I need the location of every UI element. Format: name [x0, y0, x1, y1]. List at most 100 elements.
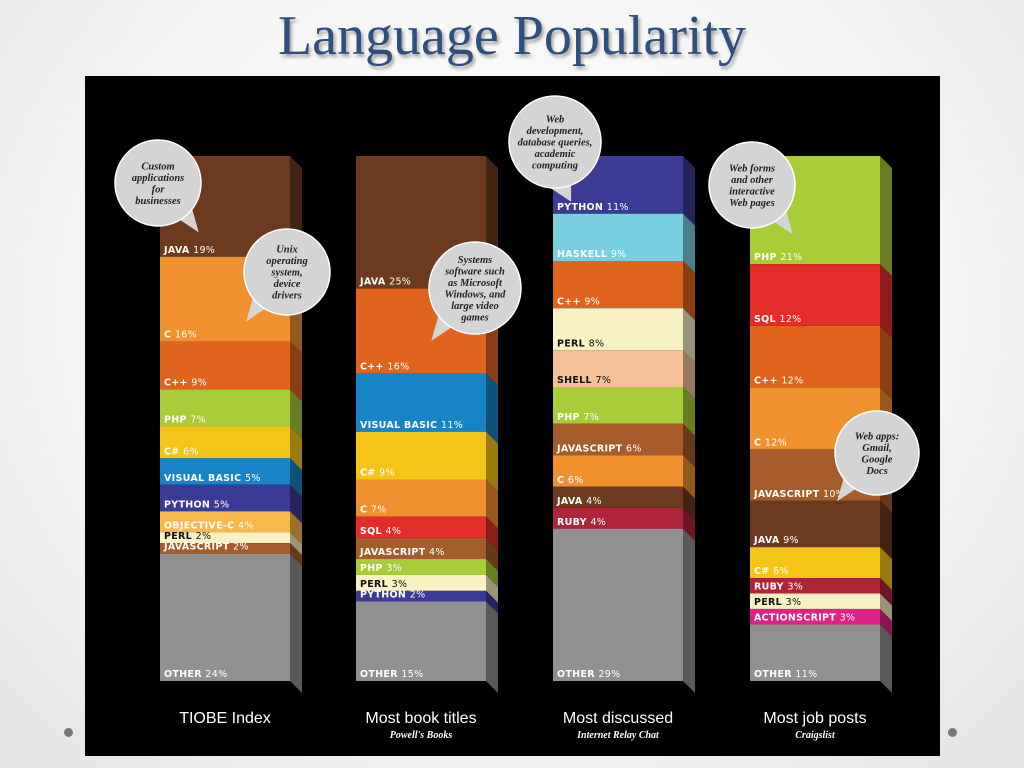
bubble-text-line: businesses: [135, 196, 181, 207]
bar-segment-side: [880, 500, 892, 560]
segment-label: OTHER 24%: [164, 669, 227, 680]
bubble-text-line: Custom: [141, 161, 174, 172]
bar-segment-side: [290, 484, 302, 524]
segment-label: PYTHON 5%: [164, 499, 229, 510]
bar-segment: [553, 486, 683, 508]
segment-label: C 16%: [164, 330, 197, 341]
column-source: Powell's Books: [390, 730, 453, 741]
slide-nav-dot-left: [64, 728, 73, 737]
bar-segment-side: [880, 624, 892, 693]
bar-segment: [356, 373, 486, 432]
segment-label: C 12%: [754, 437, 787, 448]
bubble-circle: [243, 228, 331, 316]
segment-label: PYTHON 2%: [360, 589, 425, 600]
bar-segment-side: [486, 431, 498, 492]
bar-segment: [356, 574, 486, 591]
bar-segment-side: [486, 574, 498, 603]
segment-label: PHP 21%: [754, 252, 802, 263]
stacked-bar-chart: JAVA 19% C 16% C++ 9% PHP 7% C# 6% VISUAL BAS…: [114, 95, 920, 741]
bubble-text-line: academic: [535, 149, 576, 160]
bar-segment-side: [683, 387, 695, 436]
segment-label: JAVASCRIPT 10%: [753, 489, 845, 500]
segment-label: SQL 12%: [754, 314, 802, 325]
bar-segment-side: [290, 553, 302, 693]
segment-label: PERL 8%: [557, 338, 604, 349]
segment-label: PHP 7%: [557, 412, 599, 423]
bar-segment: [160, 484, 290, 512]
bubble-text-line: Web apps:: [855, 431, 899, 442]
bubble-text-line: applications: [132, 173, 185, 184]
bubble-text-line: Web: [546, 115, 564, 126]
bar-column-0: JAVA 19% C 16% C++ 9% PHP 7% C# 6% VISUAL BAS…: [160, 156, 302, 727]
bubble-text-line: system,: [270, 268, 302, 279]
segment-label: C# 6%: [164, 446, 199, 457]
segment-label: JAVA 19%: [163, 245, 215, 256]
bubble-tail: [837, 471, 863, 502]
bar-segment-side: [486, 516, 498, 550]
segment-label: C++ 9%: [164, 377, 207, 388]
bubble-text-line: Systems: [458, 255, 492, 266]
bubble-text-line: Unix: [276, 245, 298, 256]
bubble-text-line: development,: [527, 126, 584, 137]
column-source: Craigslist: [795, 730, 836, 741]
column-title: TIOBE Index: [179, 710, 271, 727]
bubble-text-line: as Microsoft: [448, 278, 503, 289]
bar-segment-side: [486, 601, 498, 693]
bar-segment-side: [880, 547, 892, 591]
bar-segment: [356, 537, 486, 560]
segment-label: HASKELL 9%: [557, 249, 626, 260]
bubble-text-line: interactive: [729, 186, 775, 197]
bubble-text-line: Docs: [865, 466, 888, 477]
segment-label: C 6%: [557, 475, 584, 486]
bar-segment: [750, 547, 880, 579]
bar-segment: [750, 624, 880, 681]
segment-label: SQL 4%: [360, 526, 401, 537]
bar-segment-side: [683, 486, 695, 520]
bar-segment: [553, 528, 683, 681]
bar-segment: [553, 261, 683, 309]
bar-column-2: PYTHON 11% HASKELL 9% C++ 9% PERL 8% SHELL 7…: [553, 156, 695, 741]
column-source: Internet Relay Chat: [576, 730, 660, 741]
bar-segment: [750, 608, 880, 625]
bar-segment: [160, 458, 290, 485]
bubble-text-line: computing: [532, 161, 578, 172]
segment-label: PYTHON 11%: [557, 202, 629, 213]
segment-label: RUBY 4%: [557, 517, 606, 528]
bar-segment: [553, 455, 683, 487]
column-title: Most discussed: [563, 710, 673, 727]
bar-segment: [356, 516, 486, 538]
bar-segment-side: [290, 532, 302, 556]
bubble-text-line: Web forms: [729, 163, 775, 174]
bar-segment: [553, 507, 683, 529]
slide-title: Language Popularity: [277, 5, 747, 67]
bubble-text-line: database queries,: [518, 138, 593, 149]
bar-segment-side: [486, 373, 498, 444]
bar-segment-side: [683, 455, 695, 499]
segment-label: OBJECTIVE-C 4%: [164, 521, 254, 532]
column-title: Most book titles: [365, 710, 476, 727]
bar-segment: [750, 578, 880, 594]
bar-segment: [553, 387, 683, 424]
bar-segment: [356, 601, 486, 681]
bubble-text-line: Gmail,: [862, 443, 891, 454]
segment-label: VISUAL BASIC 11%: [360, 420, 463, 431]
bar-segment: [750, 264, 880, 326]
segment-label: PERL 3%: [754, 597, 801, 608]
segment-label: C++ 12%: [754, 376, 803, 387]
bar-segment-side: [486, 479, 498, 529]
bar-segment: [553, 350, 683, 387]
segment-label: C++ 9%: [557, 296, 600, 307]
bar-column-1: JAVA 25% C++ 16% VISUAL BASIC 11% C# 9% C 7%…: [356, 156, 498, 741]
bar-segment-side: [880, 156, 892, 277]
segment-label: OTHER 11%: [754, 669, 817, 680]
bubble-text-line: software such: [444, 266, 505, 277]
segment-label: ACTIONSCRIPT 3%: [754, 612, 855, 623]
bubble-text-line: device: [274, 279, 301, 290]
bubble-text-line: Google: [862, 454, 893, 465]
bubble-text-line: Windows, and: [445, 289, 507, 300]
